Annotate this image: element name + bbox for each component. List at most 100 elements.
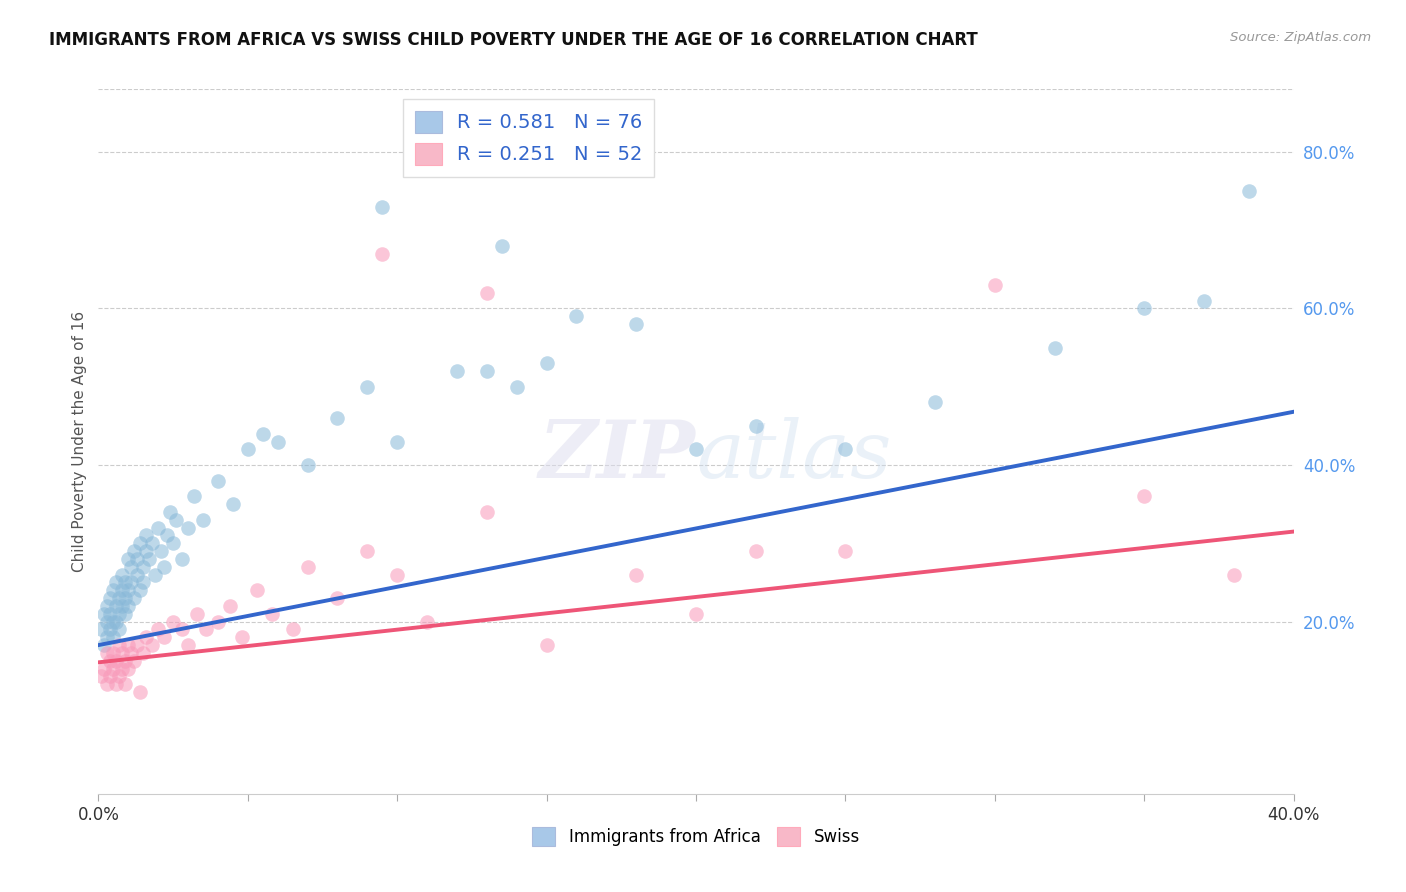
Point [281,623,304,637]
Point [93,662,115,676]
Point [124,654,146,668]
Point [1223,567,1246,582]
Point [475,364,498,378]
Point [491,239,513,253]
Point [111,662,134,676]
Point [1192,293,1215,308]
Point [96,615,118,629]
Point [267,434,290,449]
Point [90,623,112,637]
Point [475,505,498,519]
Point [297,458,319,472]
Point [96,599,118,613]
Point [446,364,468,378]
Text: atlas: atlas [696,417,891,494]
Point [162,536,184,550]
Point [371,246,394,260]
Point [98,669,122,683]
Point [183,489,205,503]
Point [93,607,115,621]
Point [129,536,152,550]
Point [108,638,131,652]
Point [117,638,139,652]
Y-axis label: Child Poverty Under the Age of 16: Child Poverty Under the Age of 16 [72,311,87,572]
Point [475,285,498,300]
Point [172,623,194,637]
Point [111,646,134,660]
Point [108,591,131,606]
Point [93,638,115,652]
Point [231,630,253,644]
Point [984,277,1007,292]
Point [165,513,187,527]
Point [127,638,149,652]
Point [191,513,214,527]
Point [124,591,146,606]
Point [153,559,176,574]
Point [120,559,142,574]
Point [96,677,118,691]
Point [536,356,558,370]
Point [1133,489,1156,503]
Point [222,497,245,511]
Point [108,607,131,621]
Point [834,442,856,457]
Point [105,575,128,590]
Point [207,474,229,488]
Point [111,567,134,582]
Point [117,552,139,566]
Point [98,654,122,668]
Point [103,583,125,598]
Point [105,615,128,629]
Text: ZIP: ZIP [538,417,696,494]
Point [1043,341,1066,355]
Point [385,567,409,582]
Point [98,591,122,606]
Point [260,607,283,621]
Point [177,638,200,652]
Point [246,583,269,598]
Point [103,646,125,660]
Point [162,615,184,629]
Point [924,395,946,409]
Point [129,583,152,598]
Point [96,630,118,644]
Point [114,654,136,668]
Point [117,599,139,613]
Point [172,552,194,566]
Point [98,623,122,637]
Text: IMMIGRANTS FROM AFRICA VS SWISS CHILD POVERTY UNDER THE AGE OF 16 CORRELATION CH: IMMIGRANTS FROM AFRICA VS SWISS CHILD PO… [49,31,979,49]
Point [105,654,128,668]
Point [207,615,229,629]
Point [135,528,157,542]
Point [105,599,128,613]
Point [103,662,125,676]
Point [156,528,179,542]
Point [148,521,170,535]
Point [834,544,856,558]
Point [745,544,768,558]
Point [127,567,149,582]
Point [626,567,648,582]
Point [236,442,259,457]
Point [416,615,439,629]
Point [745,418,768,433]
Point [506,380,529,394]
Point [117,583,139,598]
Point [159,505,181,519]
Point [141,536,163,550]
Point [132,575,155,590]
Point [138,552,160,566]
Point [114,607,136,621]
Point [356,380,378,394]
Point [143,567,166,582]
Point [108,669,131,683]
Point [148,623,170,637]
Point [219,599,242,613]
Point [565,310,588,324]
Point [385,434,409,449]
Point [132,559,155,574]
Point [536,638,558,652]
Point [153,630,176,644]
Point [111,583,134,598]
